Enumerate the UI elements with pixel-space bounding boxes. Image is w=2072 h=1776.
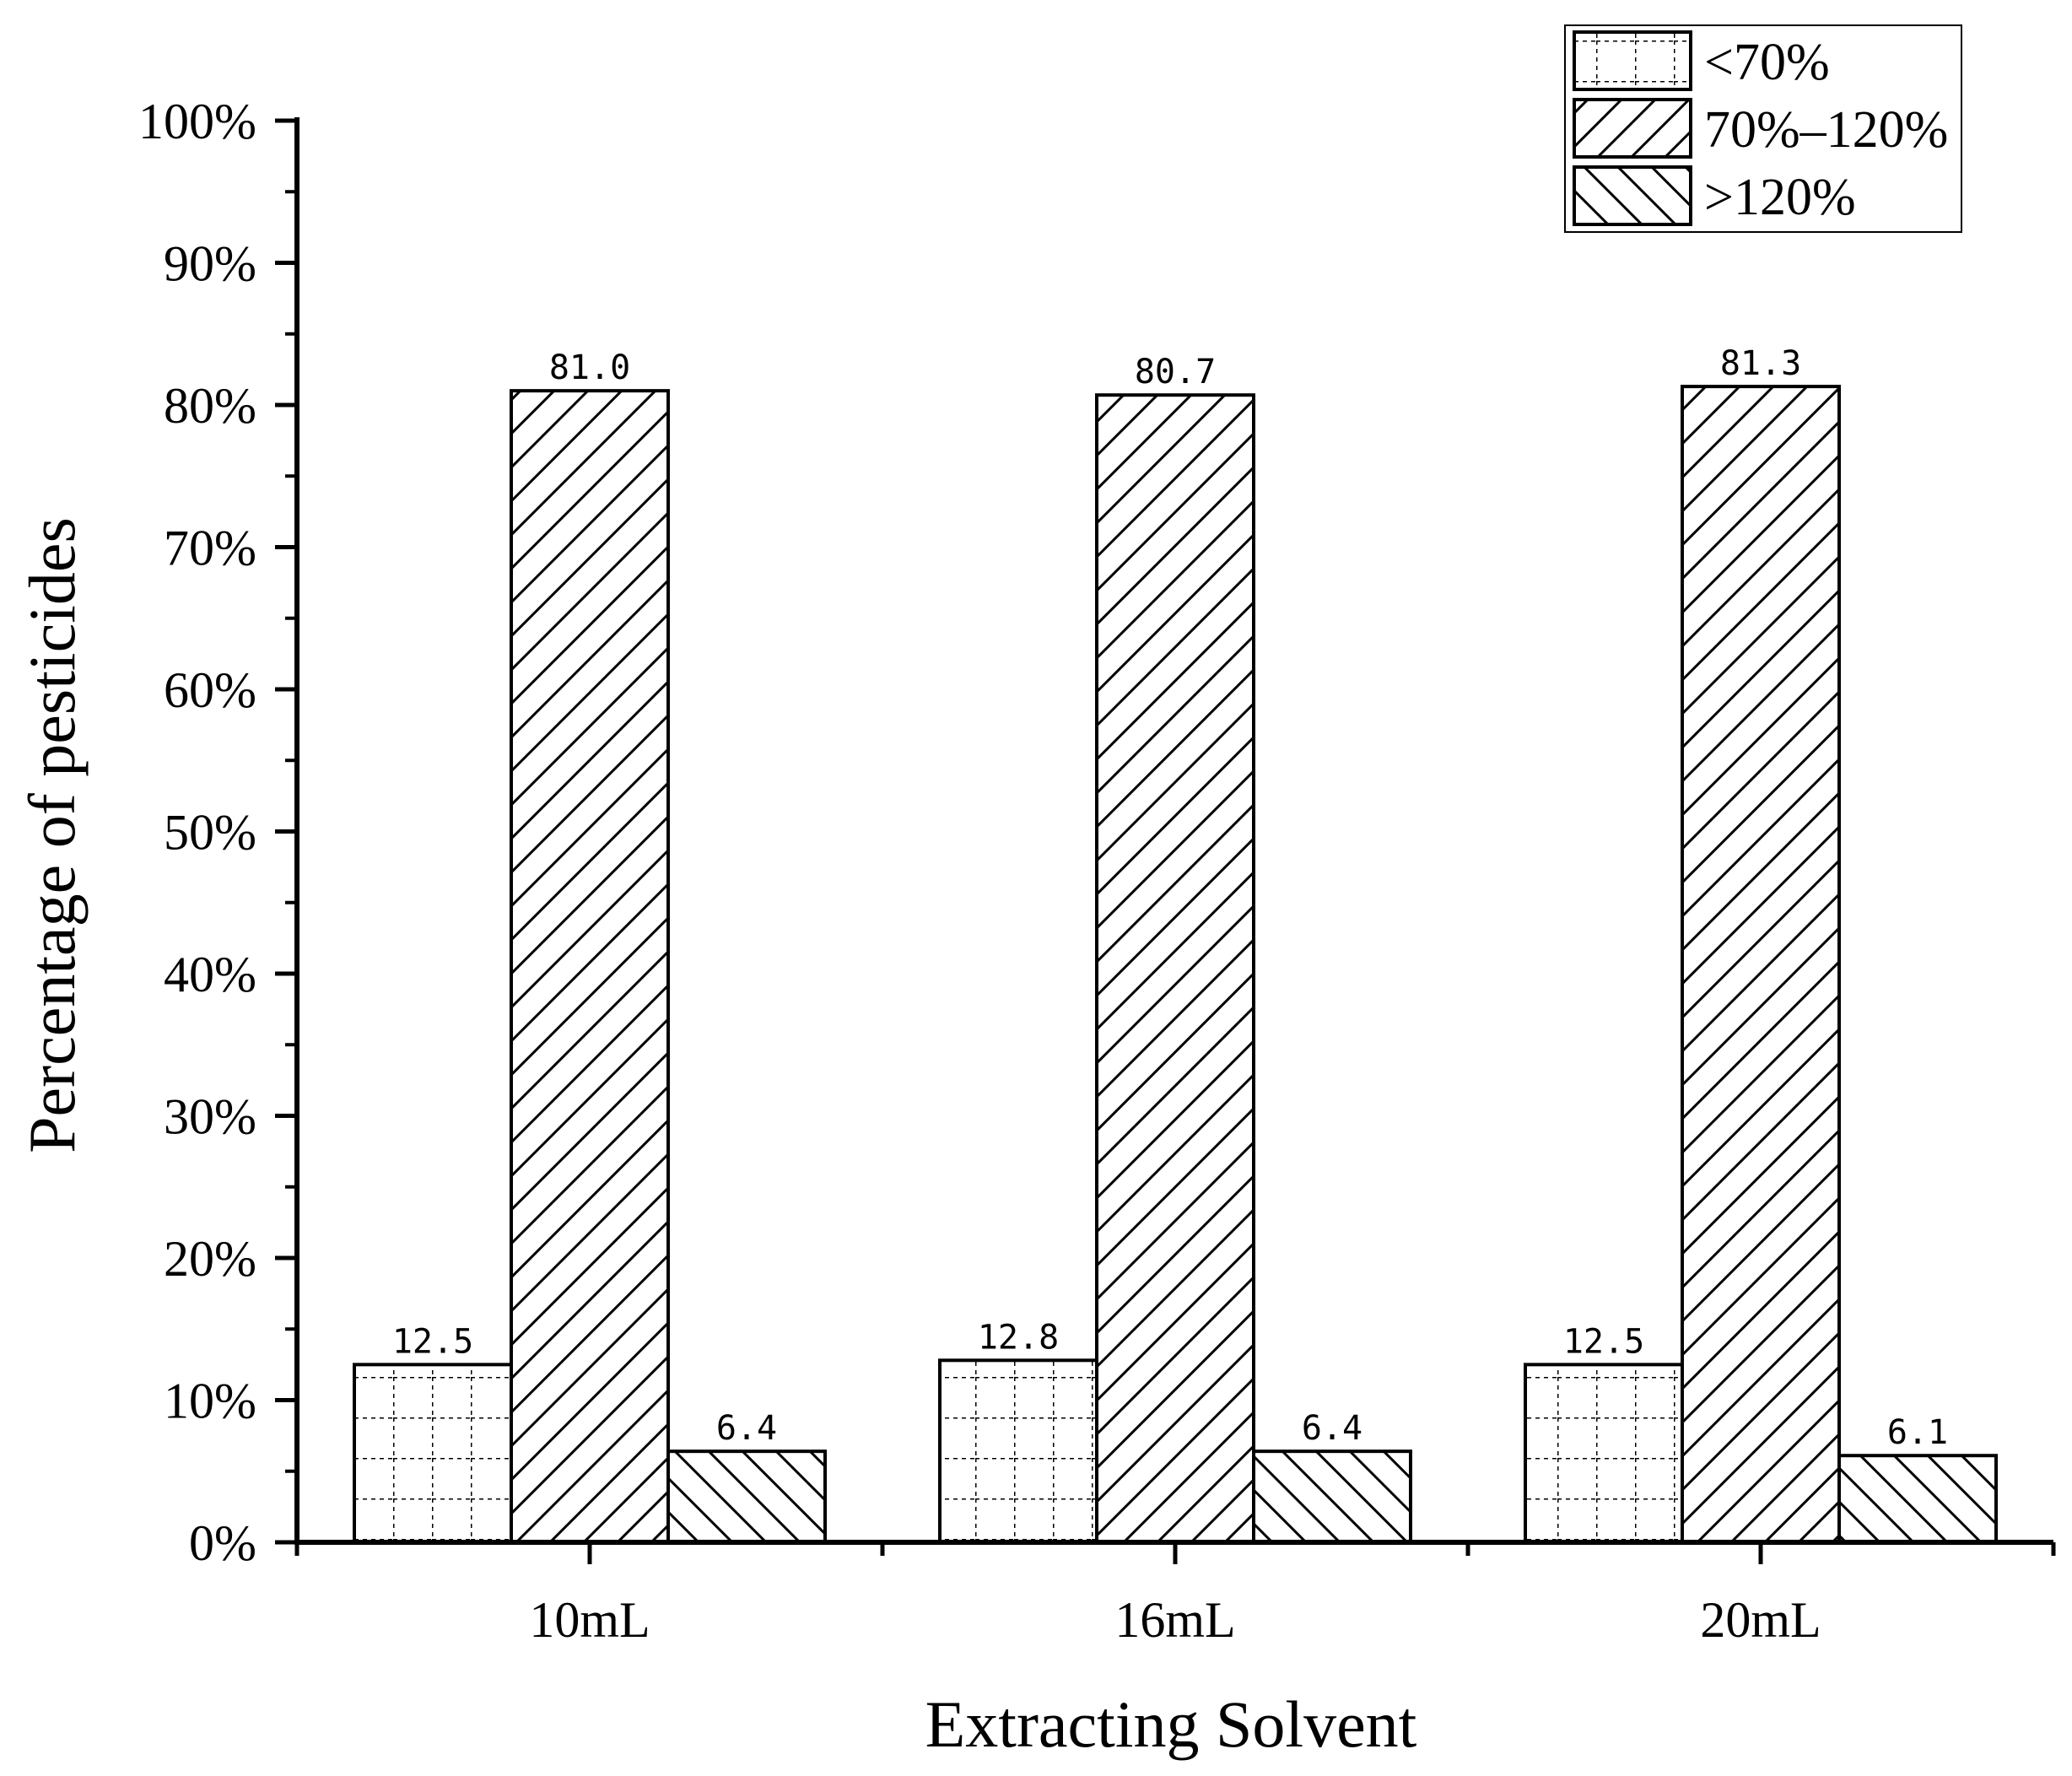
x-axis-title: Extracting Solvent (925, 1687, 1417, 1761)
bar-value-label: 12.5 (392, 1322, 473, 1361)
x-tick-label: 16mL (1114, 1592, 1235, 1648)
bar-value-label: 12.8 (978, 1318, 1059, 1357)
bar-value-label: 81.0 (549, 348, 630, 387)
bar (510, 389, 670, 1544)
bar (1252, 1449, 1412, 1545)
y-tick-label: 40% (164, 947, 256, 1002)
legend-label-above-120: >120% (1704, 169, 1856, 226)
legend-swatch-70-120 (1573, 98, 1692, 159)
legend-label-70-120: 70%–120% (1704, 101, 1948, 159)
y-tick-label: 90% (164, 236, 256, 292)
legend-label-below-70: <70% (1704, 34, 1830, 91)
y-tick-label: 80% (164, 378, 256, 434)
y-tick-label: 60% (164, 662, 256, 718)
y-tick-label: 10% (164, 1374, 256, 1429)
y-tick-label: 20% (164, 1231, 256, 1287)
bar (938, 1358, 1098, 1544)
bars (353, 385, 1998, 1545)
legend-swatch-below-70 (1573, 30, 1692, 91)
y-tick-label: 30% (164, 1089, 256, 1145)
bar-value-label: 81.3 (1720, 344, 1801, 383)
data-labels: 12.5 81.0 6.4 12.8 80.7 6.4 12.5 81.3 6.1 (392, 344, 1948, 1452)
bar-value-label: 6.1 (1887, 1413, 1948, 1452)
bar-value-label: 6.4 (1302, 1409, 1362, 1448)
bar (1837, 1454, 1998, 1544)
y-tick-label: 50% (164, 805, 256, 861)
bar (1095, 393, 1255, 1545)
bar-value-label: 6.4 (716, 1409, 777, 1448)
bar-value-label: 12.5 (1563, 1322, 1644, 1361)
axes: 0% 10% 20% 30% 40% 50% 60% 70% 80% 90% 100% 10mL 16m… (138, 94, 2056, 1648)
x-tick-label: 10mL (529, 1592, 650, 1648)
bar-value-label: 80.7 (1135, 353, 1216, 391)
y-tick-label: 100% (138, 94, 256, 149)
legend: <70% 70%–120% >120% (1564, 24, 1962, 233)
y-axis-title: Percentage of pesticides (15, 517, 89, 1153)
bar (666, 1449, 827, 1545)
legend-swatch-above-120 (1573, 165, 1692, 226)
bar (353, 1363, 513, 1544)
y-tick-label: 0% (189, 1515, 256, 1571)
bar (1681, 385, 1841, 1545)
y-tick-label: 70% (164, 521, 256, 576)
x-tick-label: 20mL (1700, 1592, 1821, 1648)
bar (1524, 1363, 1684, 1544)
